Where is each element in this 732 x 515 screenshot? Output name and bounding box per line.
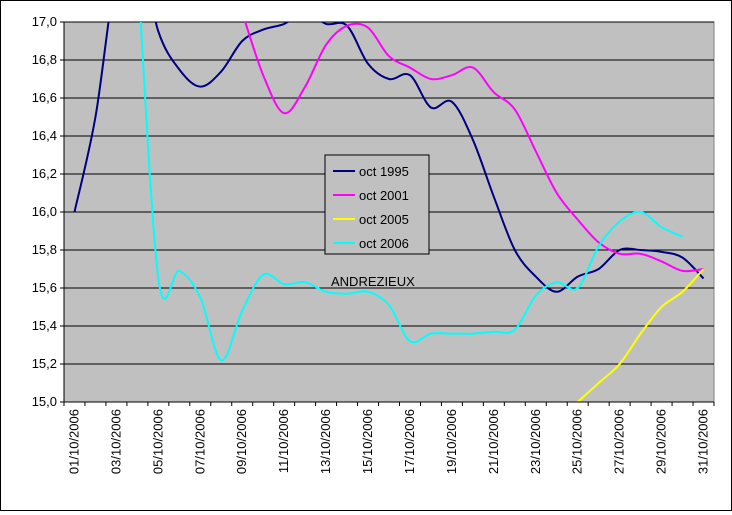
x-tick-label: 09/10/2006 [234,409,249,474]
x-tick-label: 11/10/2006 [276,409,291,473]
y-axis-ticks: 15,0 15,2 15,4 15,6 15,8 16,0 16,2 16,4 16,6 16,8… [32,14,64,409]
y-tick-label: 16,8 [32,52,57,67]
x-tick-label: 01/10/2006 [66,409,81,474]
y-tick-label: 15,2 [32,356,57,371]
series-line-1 [73,22,705,293]
x-tick-label: 05/10/2006 [150,409,165,474]
y-tick-label: 16,4 [32,128,57,143]
x-tick-label: 07/10/2006 [192,409,207,474]
y-tick-label: 16,2 [32,166,57,181]
legend-label: oct 2006 [359,236,409,251]
y-tick-label: 15,4 [32,318,57,333]
x-tick-label: 27/10/2006 [612,409,627,474]
series-line-4 [139,22,683,362]
x-tick-label: 15/10/2006 [360,409,375,474]
x-tick-label: 25/10/2006 [570,409,585,474]
y-tick-label: 15,8 [32,242,57,257]
x-tick-label: 29/10/2006 [654,409,669,474]
series-layer [73,22,705,402]
x-tick-label: 03/10/2006 [108,409,123,474]
y-tick-label: 15,0 [32,394,57,409]
y-tick-label: 17,0 [32,14,57,29]
x-tick-label: 19/10/2006 [444,409,459,474]
y-tick-label: 16,6 [32,90,57,105]
series-line-2 [244,22,704,273]
x-tick-label: 23/10/2006 [528,409,543,474]
chart-annotation: ANDREZIEUX [331,274,415,289]
y-tick-label: 15,6 [32,280,57,295]
x-tick-label: 31/10/2006 [696,409,711,474]
legend: oct 1995 oct 2001 oct 2005 oct 2006 [324,154,430,255]
x-tick-label: 13/10/2006 [318,409,333,474]
x-axis-ticks: 01/10/2006 03/10/2006 05/10/2006 07/10/2006… [63,402,715,474]
y-tick-label: 16,0 [32,204,57,219]
legend-label: oct 1995 [359,164,409,179]
legend-label: oct 2001 [359,188,409,203]
legend-label: oct 2005 [359,212,409,227]
x-tick-label: 17/10/2006 [402,409,417,474]
x-tick-label: 21/10/2006 [486,409,501,474]
series-line-3 [577,268,705,402]
